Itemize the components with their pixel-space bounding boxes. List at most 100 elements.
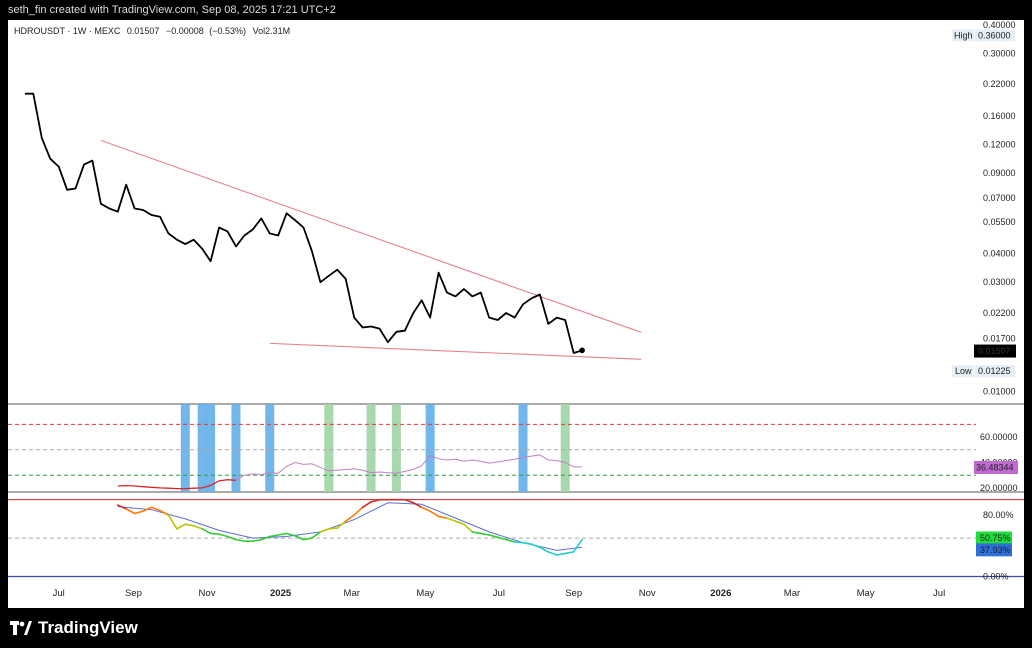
chart-canvas[interactable]: 0.40000 0.30000 0.22000 0.16000 0.12000 0.090… [8, 20, 1024, 608]
price-point [387, 342, 388, 343]
price-point [573, 353, 574, 354]
price-tick-label: 0.12000 [983, 139, 1016, 149]
price-point [24, 93, 25, 94]
osc-fast-segment [176, 523, 187, 530]
low-tag-label: Low [955, 366, 972, 376]
price-point [421, 300, 422, 301]
price-point [252, 229, 253, 230]
x-tick-label: Jul [493, 588, 505, 599]
osc-fast-segment [353, 506, 364, 516]
rsi-pane[interactable] [8, 404, 976, 492]
osc-fast-segment [344, 514, 355, 522]
price-point [514, 317, 515, 318]
price-point [354, 317, 355, 318]
price-point [100, 203, 101, 204]
osc-fast-segment [133, 510, 144, 515]
price-pane[interactable] [24, 92, 642, 360]
price-point [447, 292, 448, 293]
signal-band-blue [231, 404, 241, 492]
price-point [33, 93, 34, 94]
low-tag-bg [952, 365, 974, 378]
osc-fast-segment [555, 552, 567, 556]
price-point [455, 296, 456, 297]
price-point [286, 213, 287, 214]
oscillator-pane[interactable] [8, 498, 1024, 578]
x-tick-label: Sep [565, 588, 582, 599]
price-tick-label: 0.16000 [983, 111, 1016, 121]
x-tick-label: May [416, 588, 434, 599]
osc-fast-segment [294, 534, 305, 541]
price-tick-label: 0.02200 [983, 308, 1016, 318]
price-point [92, 160, 93, 161]
attribution-text: seth_fin created with TradingView.com, S… [8, 4, 336, 16]
price-point [185, 244, 186, 245]
signal-band-blue [425, 404, 435, 492]
osc-fast-segment [336, 520, 347, 529]
osc-fast-segment [260, 535, 271, 541]
osc-fast-segment [564, 551, 575, 555]
price-tick-label: 0.05500 [983, 217, 1016, 227]
osc-fast-segment [235, 538, 246, 542]
price-point [480, 292, 481, 293]
high-value-bg [975, 29, 1015, 42]
tradingview-logo-icon [10, 621, 32, 635]
price-point [506, 312, 507, 313]
price-point [227, 231, 228, 232]
high-tag-label: High [954, 30, 973, 40]
osc-fast-segment [446, 517, 457, 522]
osc-fast-segment [252, 538, 263, 542]
price-point [371, 326, 372, 327]
price-point [311, 251, 312, 252]
grid-layer [8, 403, 1024, 493]
price-point [539, 294, 540, 295]
price-point [337, 269, 338, 270]
price-point [67, 189, 68, 190]
last-price-tag: 0.01507 [978, 346, 1011, 356]
legend-symbol: HDROUSDT [14, 26, 66, 36]
brand-name: TradingView [38, 618, 138, 637]
rsi-line [235, 454, 583, 481]
price-point [269, 233, 270, 234]
signal-band-green [560, 404, 570, 492]
price-point [126, 184, 127, 185]
legend-interval: 1W [73, 26, 87, 36]
legend-volume: Vol2.31M [253, 26, 291, 36]
osc-fast-segment [302, 537, 313, 541]
osc-fast-segment [420, 506, 431, 512]
price-point [193, 239, 194, 240]
chart-area[interactable]: 0.40000 0.30000 0.22000 0.16000 0.12000 0.090… [8, 20, 1024, 608]
price-point [430, 317, 431, 318]
osc-fast-segment [429, 510, 440, 518]
osc-fast-segment [572, 538, 583, 553]
tradingview-logo[interactable]: TradingView [10, 618, 138, 638]
footer-bar: TradingView [0, 608, 1032, 648]
trendline-2 [269, 342, 642, 360]
price-point [413, 312, 414, 313]
price-tick-label: 0.04000 [983, 249, 1016, 259]
price-point [579, 347, 585, 354]
symbol-legend[interactable]: HDROUSDT · 1W · MEXC 0.01507 −0.00008 (−… [14, 26, 290, 36]
price-line [24, 92, 583, 354]
legend-change-pct: (−0.53%) [209, 26, 246, 36]
x-tick-label: Mar [344, 588, 360, 599]
osc-fast-segment [268, 534, 279, 538]
x-tick-label: Nov [199, 588, 216, 599]
price-point [151, 214, 152, 215]
price-point [168, 233, 169, 234]
x-tick-label: Nov [639, 588, 656, 599]
signal-band-green [391, 404, 401, 492]
price-point [345, 278, 346, 279]
osc-fast-segment [454, 520, 465, 526]
price-point [109, 208, 110, 209]
legend-exchange: MEXC [94, 26, 121, 36]
osc-slow-tag-bg [976, 543, 1012, 557]
rsi-value-tag-bg [974, 460, 1018, 474]
price-point [235, 246, 236, 247]
rsi-tick-label: 20.00000 [980, 483, 1018, 493]
osc-slow-line [117, 502, 583, 551]
price-tick-label: 0.40000 [983, 20, 1016, 30]
price-point [58, 166, 59, 167]
price-point [472, 296, 473, 297]
x-tick-label: May [857, 588, 875, 599]
price-point [404, 330, 405, 331]
